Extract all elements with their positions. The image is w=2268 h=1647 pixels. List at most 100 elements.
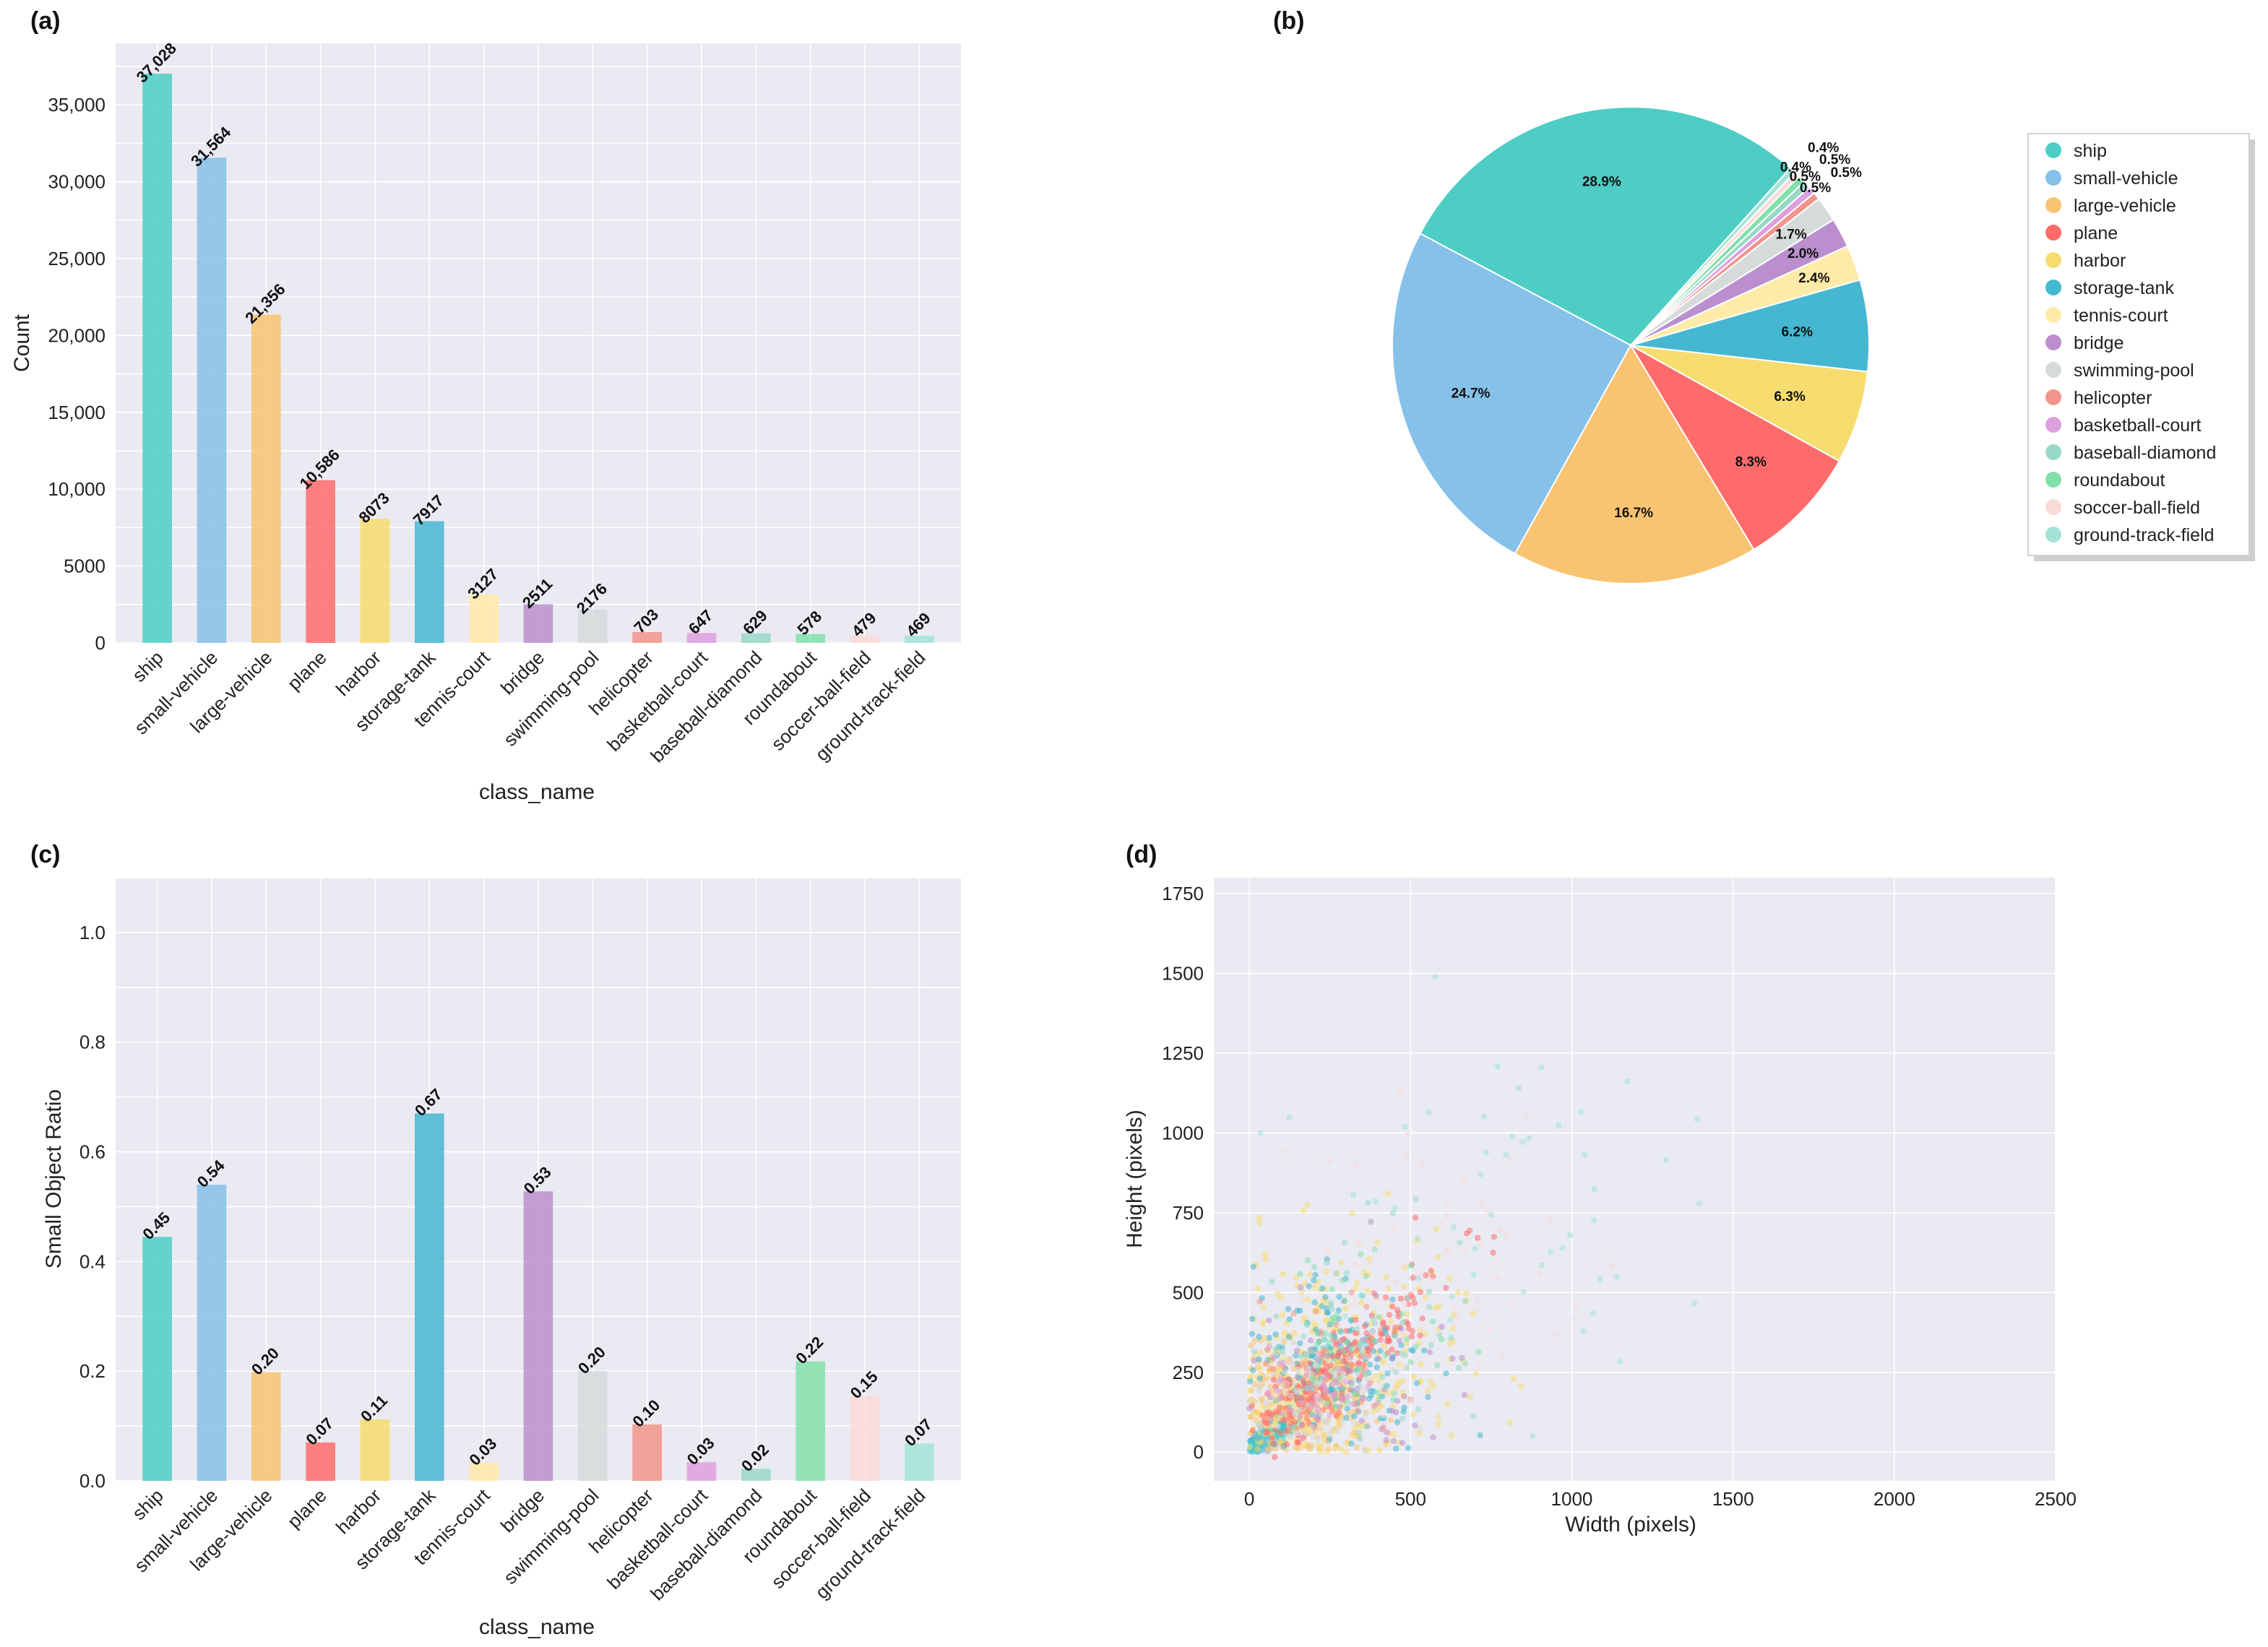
a-bar-basketball-court bbox=[686, 633, 717, 643]
scatter-point-plane bbox=[1361, 1323, 1368, 1330]
scatter-point-harbor bbox=[1384, 1190, 1391, 1197]
scatter-point-roundabout bbox=[1297, 1271, 1303, 1277]
c-bar-ship bbox=[142, 1237, 173, 1481]
scatter-point-ground-track-field bbox=[1286, 1114, 1293, 1121]
scatter-point-swimming-pool bbox=[1274, 1423, 1281, 1430]
scatter-point-swimming-pool bbox=[1340, 1419, 1346, 1425]
d-ytick-label: 250 bbox=[1173, 1362, 1204, 1383]
legend-label-basketball-court: basketball-court bbox=[2074, 415, 2202, 436]
scatter-point-plane bbox=[1277, 1404, 1283, 1411]
scatter-point-swimming-pool bbox=[1256, 1388, 1262, 1394]
scatter-point-harbor bbox=[1364, 1287, 1371, 1294]
scatter-point-roundabout bbox=[1332, 1403, 1339, 1410]
scatter-point-storage-tank bbox=[1249, 1315, 1256, 1322]
scatter-point-bridge bbox=[1396, 1337, 1403, 1344]
scatter-point-storage-tank bbox=[1266, 1334, 1273, 1341]
scatter-point-storage-tank bbox=[1401, 1404, 1407, 1411]
scatter-point-bridge bbox=[1383, 1437, 1389, 1443]
scatter-point-bridge bbox=[1430, 1434, 1436, 1440]
scatter-point-ground-track-field bbox=[1547, 1249, 1554, 1255]
scatter-point-roundabout bbox=[1357, 1365, 1363, 1372]
scatter-point-soccer-ball-field bbox=[1398, 1263, 1405, 1270]
scatter-point-roundabout bbox=[1314, 1331, 1321, 1337]
c-ytick-label: 0.2 bbox=[79, 1360, 105, 1382]
scatter-point-harbor bbox=[1372, 1372, 1379, 1379]
scatter-point-baseball-diamond bbox=[1341, 1239, 1348, 1246]
scatter-point-baseball-diamond bbox=[1462, 1298, 1468, 1305]
scatter-point-harbor bbox=[1376, 1447, 1383, 1453]
c-bar-plane bbox=[306, 1442, 336, 1481]
scatter-point-baseball-diamond bbox=[1308, 1349, 1315, 1355]
scatter-point-baseball-diamond bbox=[1393, 1369, 1400, 1375]
a-ytick-label: 0 bbox=[95, 632, 105, 654]
scatter-point-storage-tank bbox=[1337, 1328, 1344, 1335]
a-ytick-label: 10,000 bbox=[48, 478, 105, 500]
scatter-point-basketball-court bbox=[1280, 1410, 1286, 1417]
scatter-point-ground-track-field bbox=[1372, 1198, 1379, 1205]
a-xtick-ship: ship bbox=[128, 647, 168, 686]
scatter-point-soccer-ball-field bbox=[1418, 1326, 1426, 1333]
scatter-point-bridge bbox=[1375, 1355, 1382, 1362]
scatter-point-ground-track-field bbox=[1432, 973, 1439, 980]
scatter-point-ground-track-field bbox=[1488, 1211, 1495, 1218]
scatter-point-basketball-court bbox=[1320, 1382, 1327, 1389]
scatter-point-ground-track-field bbox=[1566, 1232, 1574, 1239]
pie-slice-small-vehicle bbox=[1392, 232, 1632, 555]
scatter-point-ground-track-field bbox=[1515, 1084, 1522, 1091]
scatter-point-storage-tank bbox=[1408, 1346, 1415, 1354]
scatter-point-storage-tank bbox=[1392, 1445, 1400, 1452]
d-ytick-label: 0 bbox=[1194, 1441, 1204, 1463]
c-bar-baseball-diamond bbox=[741, 1469, 771, 1481]
scatter-point-harbor bbox=[1260, 1318, 1267, 1326]
scatter-point-storage-tank bbox=[1366, 1395, 1373, 1402]
scatter-point-swimming-pool bbox=[1340, 1370, 1346, 1377]
scatter-point-baseball-diamond bbox=[1400, 1415, 1406, 1422]
scatter-point-swimming-pool bbox=[1314, 1381, 1321, 1388]
scatter-point-harbor bbox=[1257, 1349, 1264, 1356]
scatter-point-soccer-ball-field bbox=[1444, 1248, 1452, 1255]
legend-marker-roundabout bbox=[2045, 472, 2061, 488]
d-ytick-label: 1000 bbox=[1162, 1122, 1204, 1144]
scatter-point-plane bbox=[1335, 1409, 1342, 1416]
scatter-point-baseball-diamond bbox=[1455, 1365, 1462, 1372]
scatter-point-swimming-pool bbox=[1293, 1388, 1299, 1395]
scatter-point-storage-tank bbox=[1306, 1283, 1312, 1289]
scatter-point-plane bbox=[1282, 1405, 1289, 1412]
scatter-point-ground-track-field bbox=[1402, 1123, 1408, 1131]
scatter-point-soccer-ball-field bbox=[1390, 1224, 1397, 1231]
scatter-point-plane bbox=[1382, 1294, 1389, 1301]
scatter-point-large-vehicle bbox=[1251, 1337, 1259, 1344]
scatter-point-roundabout bbox=[1298, 1353, 1304, 1359]
d-ytick-label: 1750 bbox=[1162, 883, 1204, 904]
scatter-point-storage-tank bbox=[1336, 1293, 1342, 1300]
scatter-point-storage-tank bbox=[1351, 1413, 1358, 1419]
a-bar-helicopter bbox=[632, 632, 663, 643]
scatter-point-large-vehicle bbox=[1248, 1342, 1254, 1349]
scatter-point-bridge bbox=[1266, 1317, 1272, 1323]
scatter-point-plane bbox=[1377, 1336, 1384, 1344]
scatter-point-storage-tank bbox=[1443, 1370, 1449, 1377]
scatter-point-bridge bbox=[1461, 1392, 1468, 1399]
scatter-point-plane bbox=[1294, 1439, 1301, 1445]
scatter-point-baseball-diamond bbox=[1389, 1210, 1397, 1216]
scatter-point-harbor bbox=[1410, 1373, 1418, 1380]
scatter-point-harbor bbox=[1246, 1388, 1254, 1395]
a-xtick-bridge: bridge bbox=[496, 647, 548, 699]
pie-pct-label-storage-tank: 6.2% bbox=[1782, 325, 1813, 340]
scatter-point-soccer-ball-field bbox=[1397, 1089, 1404, 1095]
scatter-point-plane bbox=[1269, 1435, 1275, 1441]
scatter-point-storage-tank bbox=[1348, 1440, 1355, 1447]
panel-c-letter: (c) bbox=[30, 841, 61, 868]
scatter-point-harbor bbox=[1342, 1305, 1349, 1312]
scatter-point-soccer-ball-field bbox=[1397, 1331, 1405, 1338]
scatter-point-harbor bbox=[1262, 1256, 1269, 1263]
scatter-point-basketball-court bbox=[1329, 1393, 1335, 1399]
scatter-point-roundabout bbox=[1272, 1346, 1279, 1352]
scatter-point-large-vehicle bbox=[1247, 1414, 1254, 1420]
scatter-point-tennis-court bbox=[1289, 1438, 1295, 1445]
legend-marker-tennis-court bbox=[2045, 307, 2061, 323]
c-bar-harbor bbox=[360, 1419, 390, 1481]
d-ytick-label: 1250 bbox=[1162, 1042, 1204, 1064]
scatter-point-harbor bbox=[1389, 1403, 1397, 1410]
scatter-point-ground-track-field bbox=[1591, 1217, 1597, 1224]
